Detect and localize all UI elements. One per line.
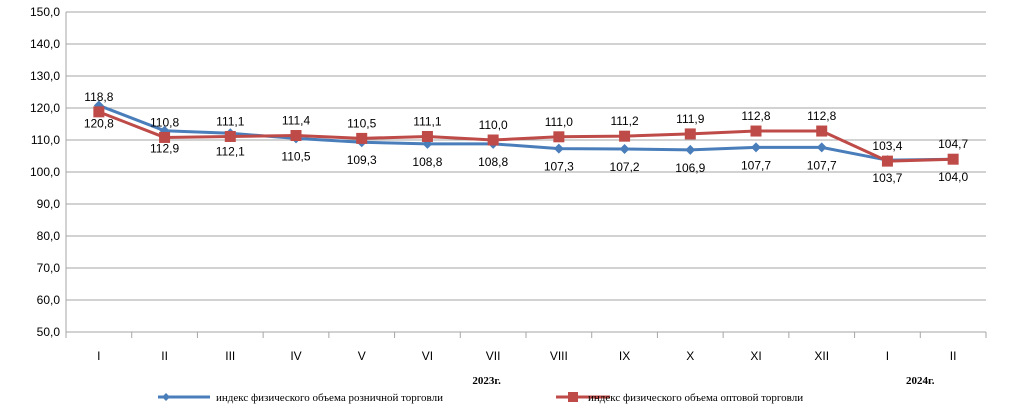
data-label: 118,8 — [84, 90, 113, 104]
data-point — [684, 128, 696, 140]
data-point — [553, 131, 565, 143]
data-point — [947, 153, 959, 165]
series-line — [98, 104, 954, 162]
data-label: 109,3 — [347, 153, 377, 167]
y-tick-label: 100,0 — [30, 165, 60, 179]
x-tick-label: XII — [814, 349, 829, 363]
x-tick-label: X — [686, 349, 694, 363]
data-point — [816, 125, 828, 137]
data-label: 111,2 — [610, 114, 639, 128]
data-point — [751, 142, 761, 153]
data-point — [881, 155, 893, 167]
x-tick-label: II — [950, 349, 957, 363]
data-point — [421, 130, 433, 142]
data-label: 103,7 — [872, 171, 902, 185]
y-tick-label: 90,0 — [37, 197, 61, 211]
data-label: 108,8 — [412, 155, 442, 169]
series-layer — [93, 100, 959, 167]
x-tick-label: I — [97, 349, 100, 363]
year-label: 2023г. — [472, 375, 501, 387]
data-label: 103,4 — [872, 139, 902, 153]
data-label: 108,8 — [478, 155, 508, 169]
y-tick-label: 70,0 — [37, 261, 61, 275]
data-label: 107,2 — [610, 160, 640, 174]
data-label: 120,8 — [84, 116, 114, 130]
x-tick-label: VIII — [550, 349, 568, 363]
gridlines — [65, 11, 986, 333]
data-point — [553, 143, 564, 154]
legend-label: индекс физического объема розничной торг… — [216, 392, 443, 404]
y-tick-label: 110,0 — [31, 133, 60, 147]
y-tick-label: 140,0 — [30, 37, 60, 51]
data-label: 104,0 — [938, 170, 968, 184]
data-point — [487, 134, 499, 146]
y-axis-ticks: 150,0 140,0 130,0 120,0 110,0 100,0 90,0 80,0 70… — [30, 5, 60, 339]
data-label: 111,9 — [676, 112, 705, 126]
data-point — [93, 106, 105, 118]
series-line — [98, 110, 954, 163]
data-label: 110,5 — [281, 149, 310, 163]
y-tick-label: 60,0 — [37, 293, 61, 307]
data-label: 111,4 — [282, 114, 311, 128]
data-label: 110,5 — [347, 116, 376, 130]
y-tick-label: 50,0 — [37, 325, 61, 339]
data-label: 104,7 — [938, 137, 968, 151]
legend-marker — [568, 392, 578, 402]
y-tick-label: 120,0 — [30, 101, 60, 115]
data-label: 107,3 — [544, 160, 574, 174]
data-point — [619, 143, 630, 154]
data-point — [159, 131, 171, 143]
y-tick-label: 150,0 — [30, 5, 60, 19]
year-label: 2024г. — [906, 375, 935, 387]
legend: индекс физического объема розничной торг… — [158, 392, 803, 404]
data-labels: 120,8 112,9 112,1 110,5 109,3 108,8 108,8 107,3… — [84, 90, 969, 185]
data-point — [356, 132, 368, 144]
y-tick-label: 80,0 — [37, 229, 61, 243]
data-point — [619, 130, 631, 142]
data-label: 106,9 — [675, 161, 705, 175]
data-point — [224, 130, 236, 142]
x-tick-label: IX — [619, 349, 630, 363]
data-point — [750, 125, 762, 137]
data-point — [816, 142, 827, 153]
x-tick-label: XI — [750, 349, 761, 363]
x-tick-label: III — [225, 349, 235, 363]
data-label: 111,1 — [216, 114, 245, 128]
x-tick-label: VI — [422, 349, 433, 363]
data-point — [290, 130, 302, 142]
x-tick-label: V — [358, 349, 366, 363]
x-tick-label: II — [161, 349, 168, 363]
data-point — [685, 144, 696, 155]
legend-label: индекс физического объема оптовой торгов… — [588, 392, 803, 404]
data-label: 107,7 — [807, 158, 837, 172]
data-label: 110,8 — [150, 115, 179, 129]
x-tick-label: VII — [486, 349, 501, 363]
data-label: 112,8 — [807, 109, 836, 123]
data-label: 112,1 — [216, 144, 245, 158]
data-label: 112,9 — [150, 142, 179, 156]
x-tick-label: I — [886, 349, 889, 363]
data-label: 112,8 — [741, 109, 770, 123]
data-label: 107,7 — [741, 158, 771, 172]
y-tick-label: 130,0 — [30, 69, 60, 83]
data-label: 110,0 — [479, 118, 508, 132]
x-tick-label: IV — [290, 349, 301, 363]
data-label: 111,0 — [545, 115, 574, 129]
data-label: 111,1 — [413, 114, 442, 128]
legend-marker — [162, 393, 170, 401]
